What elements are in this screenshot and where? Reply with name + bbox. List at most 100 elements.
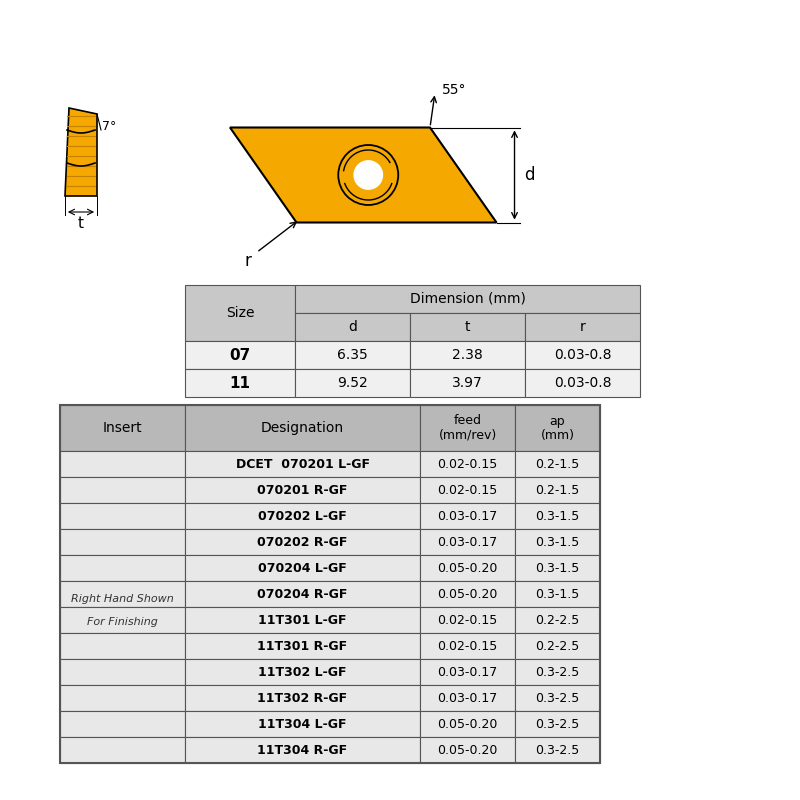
Bar: [185, 369, 295, 397]
Text: 11T304 L-GF: 11T304 L-GF: [258, 718, 346, 730]
Text: 070204 R-GF: 070204 R-GF: [258, 587, 348, 601]
Bar: [185, 607, 420, 633]
Polygon shape: [230, 127, 497, 222]
Bar: [295, 285, 640, 313]
Text: 0.05-0.20: 0.05-0.20: [438, 587, 498, 601]
Text: 0.2-1.5: 0.2-1.5: [535, 483, 580, 497]
Polygon shape: [65, 108, 97, 196]
Bar: [60, 477, 185, 503]
Polygon shape: [85, 497, 186, 535]
Bar: [60, 555, 185, 581]
Bar: [60, 633, 185, 659]
Text: 0.02-0.15: 0.02-0.15: [438, 639, 498, 653]
Bar: [420, 659, 515, 685]
Bar: [185, 451, 420, 477]
Text: 0.3-1.5: 0.3-1.5: [535, 510, 580, 522]
Bar: [420, 685, 515, 711]
Text: 070204 L-GF: 070204 L-GF: [258, 562, 347, 574]
Text: 070202 L-GF: 070202 L-GF: [258, 510, 347, 522]
Bar: [185, 737, 420, 763]
Bar: [515, 477, 600, 503]
Text: 0.2-1.5: 0.2-1.5: [535, 458, 580, 470]
Bar: [515, 503, 600, 529]
Bar: [60, 503, 185, 529]
Polygon shape: [80, 539, 189, 545]
Text: 0.2-2.5: 0.2-2.5: [535, 614, 580, 626]
Text: Right Hand Shown: Right Hand Shown: [71, 594, 174, 604]
Bar: [515, 529, 600, 555]
Text: 0.05-0.20: 0.05-0.20: [438, 743, 498, 757]
Text: 070201 R-GF: 070201 R-GF: [258, 483, 348, 497]
Bar: [185, 405, 420, 451]
Bar: [515, 659, 600, 685]
Bar: [60, 711, 185, 737]
Text: 0.03-0.17: 0.03-0.17: [438, 510, 498, 522]
Text: d: d: [348, 320, 357, 334]
Bar: [185, 581, 420, 607]
Bar: [420, 451, 515, 477]
Bar: [185, 503, 420, 529]
Text: 0.3-1.5: 0.3-1.5: [535, 535, 580, 549]
Text: Insert: Insert: [102, 421, 142, 435]
Bar: [60, 607, 185, 633]
Bar: [295, 341, 410, 369]
Bar: [185, 477, 420, 503]
Text: 0.3-2.5: 0.3-2.5: [535, 743, 580, 757]
Bar: [515, 555, 600, 581]
Bar: [515, 633, 600, 659]
Bar: [60, 451, 185, 477]
Bar: [515, 607, 600, 633]
Bar: [515, 581, 600, 607]
Text: 0.05-0.20: 0.05-0.20: [438, 718, 498, 730]
Text: 11T304 R-GF: 11T304 R-GF: [258, 743, 347, 757]
Text: r: r: [245, 251, 251, 270]
Bar: [185, 529, 420, 555]
Bar: [420, 607, 515, 633]
Bar: [525, 369, 640, 397]
Bar: [420, 555, 515, 581]
Bar: [525, 341, 640, 369]
Bar: [410, 369, 525, 397]
Bar: [515, 685, 600, 711]
Bar: [60, 737, 185, 763]
Text: t: t: [465, 320, 470, 334]
Text: 0.3-1.5: 0.3-1.5: [535, 562, 580, 574]
Text: 0.03-0.17: 0.03-0.17: [438, 535, 498, 549]
Bar: [185, 285, 295, 341]
Text: 11T301 L-GF: 11T301 L-GF: [258, 614, 346, 626]
Bar: [420, 529, 515, 555]
Bar: [420, 405, 515, 451]
Bar: [60, 405, 600, 763]
Bar: [60, 659, 185, 685]
Bar: [60, 405, 185, 451]
Circle shape: [131, 503, 158, 529]
Text: 0.2-2.5: 0.2-2.5: [535, 639, 580, 653]
Bar: [410, 313, 525, 341]
Bar: [185, 555, 420, 581]
Bar: [60, 529, 185, 555]
Bar: [515, 711, 600, 737]
Bar: [525, 313, 640, 341]
Text: 0.3-2.5: 0.3-2.5: [535, 666, 580, 678]
Text: d: d: [525, 166, 535, 184]
Bar: [60, 685, 185, 711]
Bar: [60, 581, 185, 607]
Text: 070202 R-GF: 070202 R-GF: [258, 535, 348, 549]
Text: 0.3-2.5: 0.3-2.5: [535, 718, 580, 730]
Text: 0.05-0.20: 0.05-0.20: [438, 562, 498, 574]
Text: 0.02-0.15: 0.02-0.15: [438, 458, 498, 470]
Text: 55°: 55°: [442, 82, 466, 97]
Text: t: t: [78, 216, 84, 231]
Bar: [185, 711, 420, 737]
Text: Dimension (mm): Dimension (mm): [410, 292, 526, 306]
Circle shape: [354, 161, 382, 189]
Text: 0.3-2.5: 0.3-2.5: [535, 691, 580, 705]
Text: 11T302 R-GF: 11T302 R-GF: [258, 691, 347, 705]
Text: r: r: [580, 320, 586, 334]
Bar: [295, 313, 410, 341]
Bar: [185, 341, 295, 369]
Circle shape: [138, 509, 151, 523]
Text: 9.52: 9.52: [337, 376, 368, 390]
Text: Size: Size: [226, 306, 254, 320]
Text: 0.3-1.5: 0.3-1.5: [535, 587, 580, 601]
